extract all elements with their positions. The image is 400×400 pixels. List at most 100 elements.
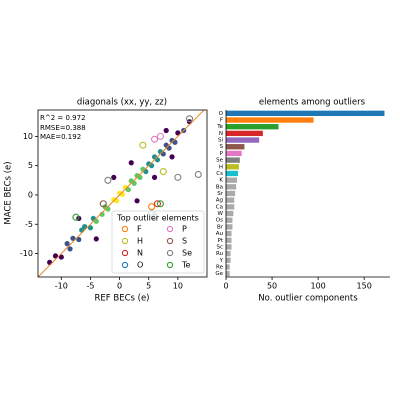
outlier-point xyxy=(72,213,80,221)
bar xyxy=(226,250,231,257)
y-tick-label: Ca xyxy=(216,204,223,210)
bar xyxy=(226,164,239,170)
legend-title: Top outlier elements xyxy=(116,214,199,223)
bar xyxy=(226,190,236,197)
axes-frame xyxy=(37,109,208,278)
left-x-label: REF BECs (e) xyxy=(95,294,150,304)
x-tick-label: 100 xyxy=(310,282,325,291)
y-tick-label: Au xyxy=(216,231,223,237)
legend-label: O xyxy=(137,261,143,270)
y-tick-label: Sr xyxy=(217,191,223,197)
point xyxy=(93,218,99,224)
point xyxy=(154,157,161,163)
legend-label: F xyxy=(137,225,142,234)
x-tick-label: 50 xyxy=(267,282,277,291)
x-tick-label: 10 xyxy=(173,282,183,291)
bar xyxy=(226,124,279,130)
point xyxy=(64,241,70,247)
legend-marker xyxy=(166,249,174,257)
y-tick-label: 10 xyxy=(23,132,33,141)
annotation: R^2 = 0.972 xyxy=(40,114,86,122)
point xyxy=(128,160,134,166)
y-tick-label: H xyxy=(219,164,223,170)
y-tick-label: Re xyxy=(216,264,224,270)
point xyxy=(163,127,169,134)
y-tick-label: -5 xyxy=(25,220,33,229)
legend-box xyxy=(111,210,205,274)
point xyxy=(131,180,137,186)
point xyxy=(111,174,117,180)
y-tick-label: Cs xyxy=(216,171,223,177)
bar xyxy=(226,184,237,190)
y-tick-label: N xyxy=(219,131,223,137)
outlier-point xyxy=(139,141,147,149)
point xyxy=(82,224,88,230)
x-tick-label: 0 xyxy=(223,282,228,291)
y-tick-label: Y xyxy=(219,258,224,264)
legend-marker xyxy=(121,249,129,257)
y-tick-label: Br xyxy=(217,224,224,230)
point xyxy=(137,174,143,180)
y-tick-label: O xyxy=(219,111,224,117)
legend-label: P xyxy=(182,225,187,234)
legend-label: Se xyxy=(182,249,192,258)
bar xyxy=(226,264,230,270)
outlier-point xyxy=(156,132,164,140)
outlier-point xyxy=(153,200,162,208)
point xyxy=(169,154,175,160)
outlier-point xyxy=(104,176,112,184)
bar xyxy=(226,150,242,157)
outlier-point xyxy=(174,173,182,181)
bar xyxy=(226,204,235,210)
outlier-point xyxy=(151,135,159,143)
right-title: elements among outliers xyxy=(259,98,366,108)
y-tick-label: S xyxy=(220,144,224,150)
y-tick-label: Ge xyxy=(215,271,223,277)
bar xyxy=(226,270,230,277)
point xyxy=(172,139,178,145)
bar xyxy=(226,157,240,163)
bar xyxy=(226,110,385,117)
x-tick-label: 5 xyxy=(146,282,151,291)
bar xyxy=(226,130,263,137)
bar xyxy=(226,117,314,123)
bar xyxy=(226,177,238,183)
y-tick-label: F xyxy=(220,118,223,124)
y-tick-label: Te xyxy=(216,124,223,130)
y-tick-label: Os xyxy=(216,218,223,224)
point xyxy=(175,130,181,136)
bar xyxy=(226,137,260,143)
bar xyxy=(226,244,232,250)
legend-marker xyxy=(166,225,174,233)
legend-marker xyxy=(121,225,129,233)
right-x-label: No. outlier components xyxy=(258,294,358,304)
y-tick-label: K xyxy=(219,178,223,184)
bar xyxy=(226,237,232,243)
y-tick-label: Ru xyxy=(216,251,223,257)
x-tick-label: -10 xyxy=(55,282,68,291)
y-tick-label: 0 xyxy=(28,190,33,199)
point xyxy=(99,211,105,217)
point xyxy=(125,187,131,193)
annotation: MAE=0.192 xyxy=(40,133,81,141)
y-tick-label: P xyxy=(220,151,224,157)
x-tick-label: -5 xyxy=(86,282,94,291)
legend-label: H xyxy=(137,237,143,246)
y-tick-label: -10 xyxy=(20,249,33,258)
point xyxy=(76,236,82,243)
legend-label: N xyxy=(137,249,143,258)
x-tick-label: 150 xyxy=(357,282,372,291)
bar xyxy=(226,170,238,177)
point xyxy=(52,253,59,259)
point xyxy=(93,236,99,242)
legend-marker xyxy=(121,261,129,269)
y-tick-label: Si xyxy=(218,138,223,144)
annotation: RMSE=0.388 xyxy=(40,124,86,132)
outlier-point xyxy=(194,170,202,179)
legend-label: S xyxy=(182,237,187,246)
bar xyxy=(226,210,234,217)
bar xyxy=(226,197,235,203)
bar xyxy=(226,217,233,223)
